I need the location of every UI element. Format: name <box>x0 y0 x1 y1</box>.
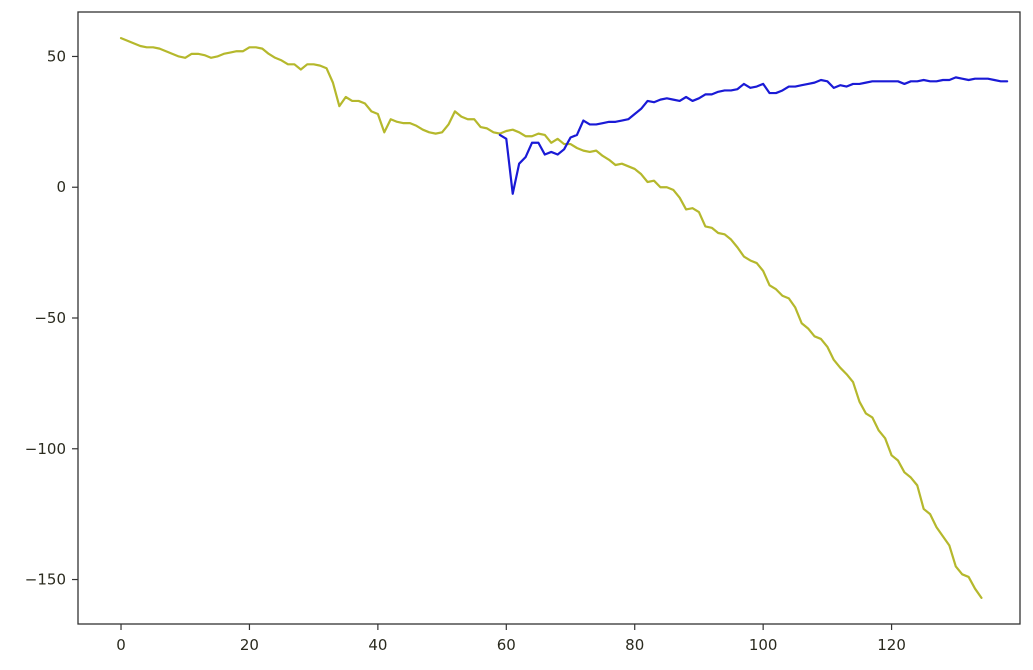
x-tick-label: 60 <box>497 636 516 654</box>
y-tick-label: −100 <box>25 440 66 458</box>
x-tick-label: 80 <box>625 636 644 654</box>
y-tick-label: −50 <box>34 309 66 327</box>
x-tick-label: 20 <box>240 636 259 654</box>
y-tick-label: 50 <box>47 47 66 65</box>
x-tick-label: 0 <box>116 636 126 654</box>
x-tick-label: 40 <box>368 636 387 654</box>
series-line-2 <box>498 76 1009 195</box>
x-axis: 0 20 40 60 80 100 120 <box>116 624 906 654</box>
y-axis: 50 0 −50 −100 −150 <box>25 47 78 589</box>
y-tick-label: 0 <box>56 178 66 196</box>
series-line-1 <box>119 37 983 599</box>
series-layer <box>119 37 1009 599</box>
x-tick-label: 100 <box>749 636 778 654</box>
y-tick-label: −150 <box>25 571 66 589</box>
x-tick-label: 120 <box>877 636 906 654</box>
